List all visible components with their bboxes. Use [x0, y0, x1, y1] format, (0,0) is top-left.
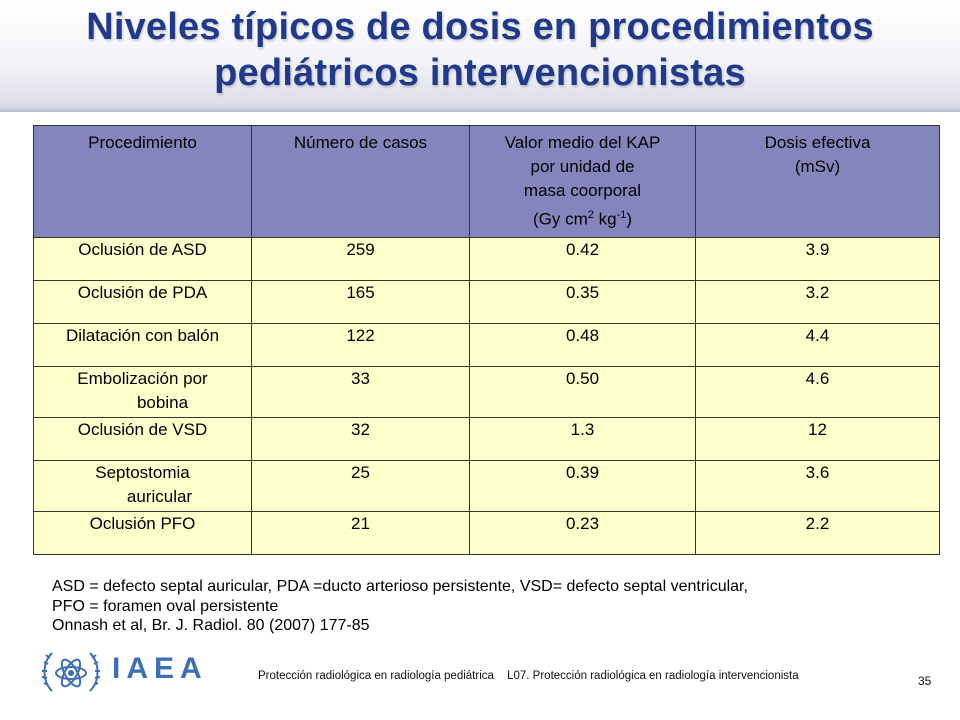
header-kap-line2: por unidad de: [530, 157, 635, 176]
cell-cases: 259: [251, 237, 470, 281]
title-line-1: Niveles típicos de dosis en procedimient…: [86, 6, 874, 48]
iaea-wordmark: IAEA: [112, 652, 208, 685]
cell-kap: 0.39: [469, 460, 696, 512]
cell-kap: 0.50: [469, 366, 696, 418]
cell-dose: 4.4: [695, 323, 940, 367]
iaea-logo-icon: [41, 652, 101, 692]
cell-procedure: Oclusión de VSD: [33, 417, 252, 461]
cell-kap: 0.35: [469, 280, 696, 324]
cell-kap: 1.3: [469, 417, 696, 461]
cell-kap: 0.42: [469, 237, 696, 281]
header-dose-line2: (mSv): [794, 157, 841, 176]
cell-procedure-line2: auricular: [126, 487, 193, 506]
table-row: Dilatación con balón 122 0.48 4.4: [33, 323, 940, 367]
table-row: Embolización por bobina 33 0.50 4.6: [33, 366, 940, 418]
table-row: Oclusión de PDA 165 0.35 3.2: [33, 280, 940, 324]
cell-dose: 12: [695, 417, 940, 461]
header-kap-unit-sup2: -1: [616, 209, 627, 221]
header-kap: Valor medio del KAP por unidad de masa c…: [469, 125, 696, 238]
cell-cases: 165: [251, 280, 470, 324]
header-kap-unit-sup1: 2: [587, 209, 594, 221]
cell-procedure: Embolización por bobina: [33, 366, 252, 418]
cell-cases: 25: [251, 460, 470, 512]
cell-cases: 122: [251, 323, 470, 367]
footnotes: ASD = defecto septal auricular, PDA =duc…: [52, 577, 922, 636]
header-dose-line1: Dosis efectiva: [764, 133, 871, 152]
cell-kap: 0.23: [469, 511, 696, 555]
header-kap-line4: (Gy cm2 kg-1): [474, 203, 691, 232]
table-row: Oclusión de ASD 259 0.42 3.9: [33, 237, 940, 281]
table-row: Oclusión PFO 21 0.23 2.2: [33, 511, 940, 555]
cell-dose: 4.6: [695, 366, 940, 418]
cell-procedure: Oclusión de PDA: [33, 280, 252, 324]
cell-dose: 3.9: [695, 237, 940, 281]
cell-procedure-line1: Embolización por: [77, 369, 208, 388]
footer-lesson: L07. Protección radiológica en radiologí…: [507, 670, 799, 682]
cell-cases: 21: [251, 511, 470, 555]
page-number: 35: [918, 674, 932, 688]
slide-title: Niveles típicos de dosis en procedimient…: [40, 4, 920, 96]
footnote-abbrev-1: ASD = defecto septal auricular, PDA =duc…: [52, 578, 748, 595]
cell-procedure: Dilatación con balón: [33, 323, 252, 367]
table-row: Oclusión de VSD 32 1.3 12: [33, 417, 940, 461]
cell-procedure: Oclusión de ASD: [33, 237, 252, 281]
cell-cases: 32: [251, 417, 470, 461]
table-header-row: Procedimiento Número de casos Valor medi…: [33, 125, 940, 238]
footer-text: Protección radiológica en radiología ped…: [258, 670, 799, 682]
header-dose: Dosis efectiva (mSv): [695, 125, 940, 238]
title-line-2: pediátricos intervencionistas: [214, 52, 746, 94]
cell-dose: 3.6: [695, 460, 940, 512]
header-kap-unit-close: ): [626, 209, 633, 229]
footnote-reference: Onnash et al, Br. J. Radiol. 80 (2007) 1…: [52, 617, 370, 634]
cell-kap: 0.48: [469, 323, 696, 367]
footer-course: Protección radiológica en radiología ped…: [258, 670, 494, 682]
header-procedure: Procedimiento: [33, 125, 252, 238]
cell-procedure: Septostomia auricular: [33, 460, 252, 512]
dose-table: Procedimiento Número de casos Valor medi…: [33, 125, 940, 555]
header-kap-line1: Valor medio del KAP: [504, 133, 661, 152]
cell-dose: 2.2: [695, 511, 940, 555]
cell-procedure: Oclusión PFO: [33, 511, 252, 555]
table-row: Septostomia auricular 25 0.39 3.6: [33, 460, 940, 512]
cell-procedure-line1: Septostomia: [95, 463, 190, 482]
header-kap-unit: (Gy cm: [532, 209, 588, 229]
header-kap-line3: masa coorporal: [523, 181, 642, 200]
footnote-abbrev-2: PFO = foramen oval persistente: [52, 597, 279, 615]
header-kap-unit-mid: kg: [593, 209, 617, 229]
cell-dose: 3.2: [695, 280, 940, 324]
cell-procedure-line2: bobina: [136, 393, 189, 412]
cell-cases: 33: [251, 366, 470, 418]
title-band: [0, 0, 960, 112]
header-cases: Número de casos: [251, 125, 470, 238]
